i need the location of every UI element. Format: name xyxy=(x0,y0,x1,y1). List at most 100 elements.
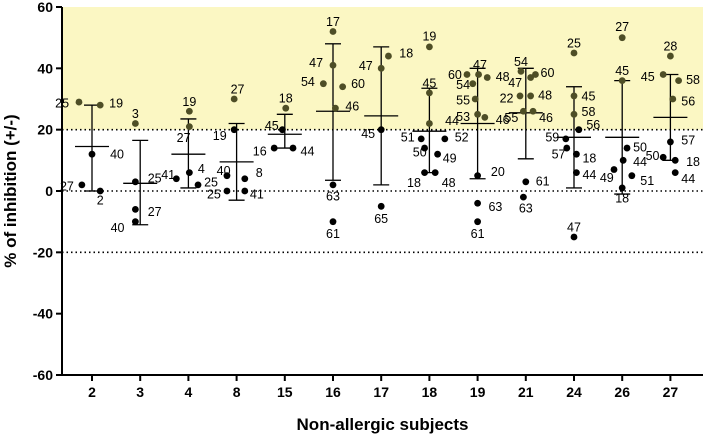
point-label: 19 xyxy=(213,129,227,143)
point-label: 40 xyxy=(110,148,124,162)
point-label: 25 xyxy=(567,37,581,51)
data-point xyxy=(441,135,449,143)
y-axis: -60 -40 -20 0 20 40 60 xyxy=(33,0,63,383)
x-tick-label: 2 xyxy=(88,384,96,400)
point-label: 54 xyxy=(456,78,470,92)
point-label: 8 xyxy=(256,166,263,180)
data-point xyxy=(618,34,626,42)
point-label: 19 xyxy=(182,95,196,109)
data-point xyxy=(426,43,433,51)
point-label: 63 xyxy=(326,189,340,203)
point-label: 48 xyxy=(496,70,510,84)
data-point xyxy=(377,126,385,134)
x-tick-label: 8 xyxy=(233,384,241,400)
point-label: 25 xyxy=(207,188,221,202)
data-point xyxy=(319,80,327,88)
data-point xyxy=(675,77,682,84)
data-point xyxy=(339,83,347,91)
data-point xyxy=(88,150,96,158)
point-label: 63 xyxy=(519,202,533,216)
subject-group-18: 19 45 44 51 52 50 49 18 48 xyxy=(401,29,469,190)
data-point xyxy=(529,107,537,115)
data-point xyxy=(78,181,86,189)
data-point xyxy=(623,144,631,152)
data-point xyxy=(131,206,139,213)
x-axis-title: Non-allergic subjects xyxy=(297,415,469,434)
point-label: 44 xyxy=(445,114,459,128)
data-point xyxy=(667,52,674,60)
point-label: 47 xyxy=(473,58,487,72)
x-tick-label: 15 xyxy=(277,384,293,400)
point-label: 48 xyxy=(442,176,456,190)
data-point xyxy=(474,218,481,226)
point-label: 19 xyxy=(109,97,123,111)
point-label: 18 xyxy=(407,176,421,190)
data-point xyxy=(519,107,527,115)
data-point xyxy=(329,181,337,189)
data-point xyxy=(570,110,578,118)
point-label: 44 xyxy=(633,155,647,169)
point-label: 61 xyxy=(326,227,340,241)
data-point xyxy=(619,156,627,164)
point-label: 56 xyxy=(586,118,600,132)
data-point xyxy=(426,120,433,127)
data-point xyxy=(185,123,193,130)
data-point xyxy=(563,144,571,152)
point-label: 54 xyxy=(301,75,315,89)
point-label: 18 xyxy=(686,155,700,169)
data-point xyxy=(329,218,337,226)
data-point xyxy=(241,187,249,195)
point-label: 45 xyxy=(422,76,436,90)
data-point xyxy=(575,126,583,134)
data-point xyxy=(417,135,425,143)
point-label: 2 xyxy=(97,194,104,208)
point-label: 18 xyxy=(582,152,596,166)
point-label: 50 xyxy=(633,141,647,155)
point-label: 27 xyxy=(231,83,245,97)
point-label: 46 xyxy=(496,113,510,127)
point-label: 51 xyxy=(640,174,654,188)
point-label: 18 xyxy=(399,47,413,61)
point-label: 45 xyxy=(641,70,655,84)
point-label: 61 xyxy=(536,174,550,188)
point-label: 60 xyxy=(541,66,555,80)
data-point xyxy=(628,172,636,180)
data-point xyxy=(421,144,428,152)
point-label: 27 xyxy=(615,20,629,34)
data-point xyxy=(131,120,139,127)
data-point xyxy=(618,184,626,192)
data-point xyxy=(96,187,104,195)
data-point xyxy=(329,28,337,35)
x-tick-label: 16 xyxy=(325,384,341,400)
y-tick-label: 60 xyxy=(37,0,53,15)
data-point xyxy=(377,202,385,210)
data-point xyxy=(230,95,238,103)
x-tick-label: 19 xyxy=(470,384,486,400)
point-label: 55 xyxy=(504,111,518,125)
data-point xyxy=(385,52,392,60)
data-point xyxy=(516,92,524,100)
point-label: 44 xyxy=(582,168,596,182)
point-label: 25 xyxy=(55,97,69,111)
data-point xyxy=(185,107,193,115)
data-point xyxy=(522,178,530,186)
data-point xyxy=(329,61,337,69)
point-label: 49 xyxy=(443,152,457,166)
x-tick-label: 17 xyxy=(373,384,389,400)
data-point xyxy=(463,71,471,78)
point-label: 48 xyxy=(538,88,552,102)
point-label: 55 xyxy=(456,94,470,108)
data-point xyxy=(471,95,479,103)
data-point xyxy=(282,104,290,112)
data-point xyxy=(230,126,238,134)
data-point xyxy=(659,71,667,78)
data-point xyxy=(469,80,477,88)
data-point xyxy=(671,156,679,164)
data-point xyxy=(519,193,527,201)
point-label: 19 xyxy=(422,29,436,43)
subject-group-3: 3 25 27 40 xyxy=(111,107,162,235)
point-label: 25 xyxy=(148,171,162,185)
